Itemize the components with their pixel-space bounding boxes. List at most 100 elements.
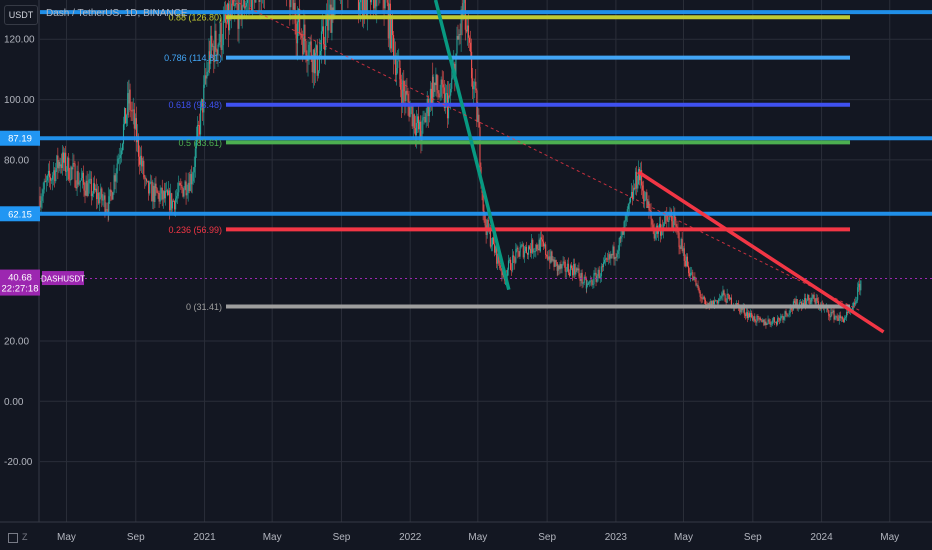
candle-body [574, 264, 576, 272]
candle-body [312, 49, 314, 73]
candle-body [724, 294, 726, 302]
candle-body [448, 95, 450, 103]
candle-body [686, 256, 689, 267]
candle-body [408, 101, 410, 117]
candle-body [813, 294, 815, 300]
candle-body [522, 244, 524, 258]
candle-body [254, 0, 256, 3]
candle-body [590, 280, 592, 282]
fib-level-label: 0.88 (126.80) [168, 13, 222, 23]
candle-body [397, 61, 399, 68]
candle-body [62, 152, 65, 163]
x-tick-label: May [674, 532, 693, 543]
candle-body [721, 293, 723, 296]
candle-body [157, 192, 159, 194]
candle-body [699, 291, 701, 297]
candle-body [519, 247, 521, 253]
candle-body [76, 171, 78, 189]
candle-body [477, 114, 479, 122]
candle-body [245, 2, 247, 7]
candle-body [498, 253, 500, 263]
candle-body [674, 214, 676, 221]
candle-body [133, 109, 135, 129]
candle-body [299, 9, 301, 34]
candle-body [844, 317, 847, 319]
candle-body [513, 255, 515, 258]
candle-body [561, 264, 563, 269]
candle-body [363, 0, 365, 17]
candle-body [51, 179, 53, 181]
candle-body [105, 209, 107, 213]
candle-body [317, 70, 319, 76]
candle-body [786, 313, 788, 316]
candle-body [137, 136, 140, 157]
candle-body [91, 193, 93, 197]
candle-body [642, 185, 644, 191]
candle-body [403, 80, 405, 92]
y-tick-label: 80.00 [4, 155, 29, 166]
candle-body [323, 26, 325, 45]
candle-body [806, 300, 808, 306]
candle-body [771, 320, 773, 325]
candle-body [576, 268, 578, 271]
scale-currency-button[interactable]: USDT [4, 5, 38, 25]
candle-body [415, 122, 417, 136]
candle-body [719, 298, 721, 300]
timeline-settings-icon[interactable] [8, 533, 18, 543]
candle-body [98, 192, 100, 204]
candle-body [595, 272, 597, 282]
candle-body [168, 190, 170, 196]
candle-body [41, 196, 43, 201]
candle-body [857, 287, 859, 300]
candle-body [723, 290, 725, 295]
candle-body [467, 25, 470, 38]
candle-body [441, 79, 443, 85]
candle-body [678, 232, 680, 248]
candle-body [365, 0, 367, 18]
candle-body [587, 283, 589, 286]
candle-body [72, 163, 74, 170]
candle-body [601, 266, 603, 268]
candle-body [762, 319, 764, 322]
candle-body [112, 192, 114, 200]
candle-body [582, 282, 584, 284]
candle-body [206, 72, 208, 79]
candle-body [589, 281, 591, 283]
candle-body [555, 260, 557, 263]
candle-body [856, 299, 858, 302]
candle-body [507, 260, 510, 270]
candle-body [60, 164, 62, 169]
zoom-reset-button[interactable]: Z [22, 532, 28, 542]
candle-body [743, 307, 745, 315]
candle-body [189, 174, 191, 191]
candle-body [456, 36, 458, 54]
candle-body [496, 246, 498, 264]
candle-body [213, 46, 215, 63]
candle-body [192, 172, 194, 182]
candle-body [773, 317, 775, 323]
candle-body [177, 192, 179, 197]
candle-body [224, 14, 226, 23]
candle-body [106, 209, 108, 211]
price-tag-label: 87.19 [8, 134, 32, 145]
candle-body [243, 0, 245, 9]
candle-body [591, 280, 593, 285]
candle-body [61, 152, 63, 169]
candle-body [750, 312, 752, 318]
x-tick-label: Sep [744, 532, 762, 543]
candle-body [134, 118, 136, 129]
candle-body [518, 251, 520, 257]
candle-body [776, 319, 779, 325]
candle-body [424, 117, 426, 123]
candle-body [95, 188, 97, 191]
candle-body [510, 259, 512, 270]
candle-body [625, 214, 627, 221]
candle-body [153, 185, 155, 203]
candle-body [89, 178, 91, 180]
candle-body [798, 302, 800, 307]
candle-body [470, 42, 472, 52]
candle-body [451, 78, 453, 89]
candle-body [75, 187, 77, 189]
candle-body [246, 0, 249, 3]
